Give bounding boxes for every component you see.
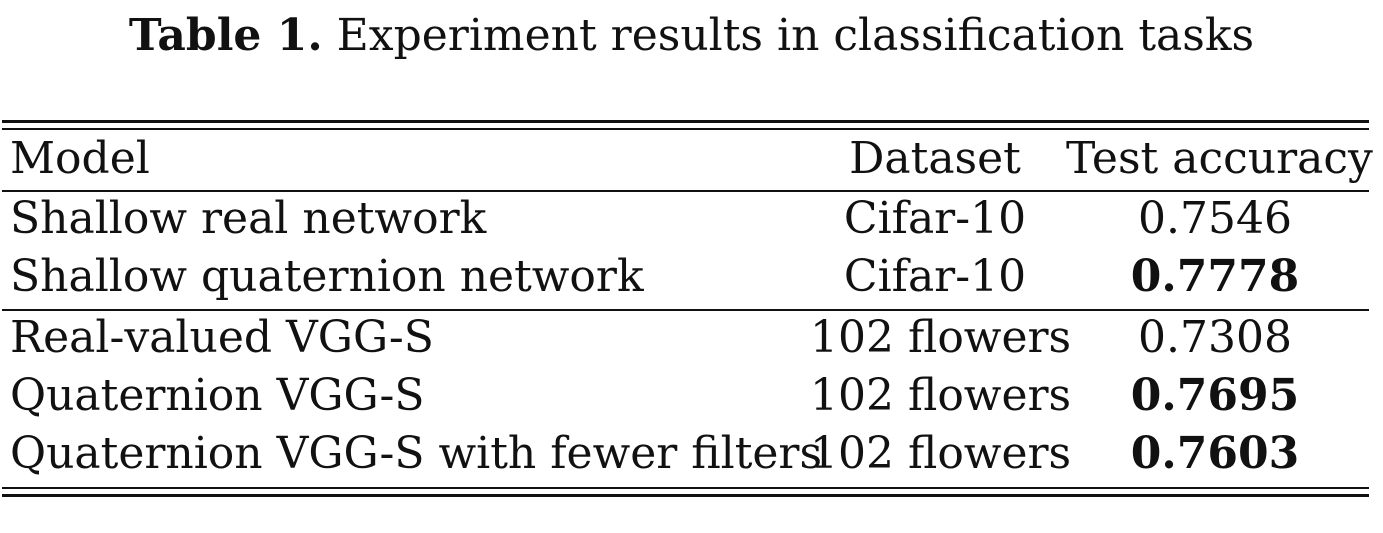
cell-dataset: 102 flowers (810, 428, 1072, 479)
table-row: Quaternion VGG-S 102 flowers 0.7695 (0, 367, 1383, 425)
top-rule-inner (2, 128, 1369, 130)
bottom-rule-outer (2, 494, 1369, 497)
group-rule (2, 309, 1369, 311)
table-row: Shallow real network Cifar-10 0.7546 (0, 190, 1383, 248)
header-dataset: Dataset (849, 133, 1021, 184)
cell-dataset: 102 flowers (810, 370, 1072, 421)
header-rule (2, 190, 1369, 192)
cell-model: Shallow real network (10, 193, 487, 244)
cell-model: Real-valued VGG-S (10, 312, 434, 363)
header-row: Model Dataset Test accuracy (0, 130, 1383, 188)
cell-accuracy-best: 0.7603 (1130, 428, 1300, 479)
table-caption: Table 1. Experiment results in classific… (0, 8, 1383, 64)
bottom-rule-inner (2, 487, 1369, 489)
cell-dataset: Cifar-10 (843, 251, 1027, 302)
cell-dataset: 102 flowers (810, 312, 1072, 363)
cell-model: Quaternion VGG-S with fewer filters (10, 428, 823, 479)
cell-accuracy-best: 0.7778 (1130, 251, 1300, 302)
cell-model: Quaternion VGG-S (10, 370, 425, 421)
header-model: Model (10, 133, 150, 184)
table-row: Shallow quaternion network Cifar-10 0.77… (0, 248, 1383, 306)
caption-text: Experiment results in classification tas… (336, 10, 1255, 61)
caption-label: Table 1. (128, 10, 323, 61)
cell-accuracy-best: 0.7695 (1130, 370, 1300, 421)
table-row: Quaternion VGG-S with fewer filters 102 … (0, 425, 1383, 483)
header-test-accuracy: Test accuracy (1066, 133, 1373, 184)
cell-accuracy: 0.7308 (1138, 312, 1292, 363)
cell-accuracy: 0.7546 (1138, 193, 1292, 244)
top-rule-outer (2, 120, 1369, 123)
table-row: Real-valued VGG-S 102 flowers 0.7308 (0, 309, 1383, 367)
cell-dataset: Cifar-10 (843, 193, 1027, 244)
cell-model: Shallow quaternion network (10, 251, 644, 302)
